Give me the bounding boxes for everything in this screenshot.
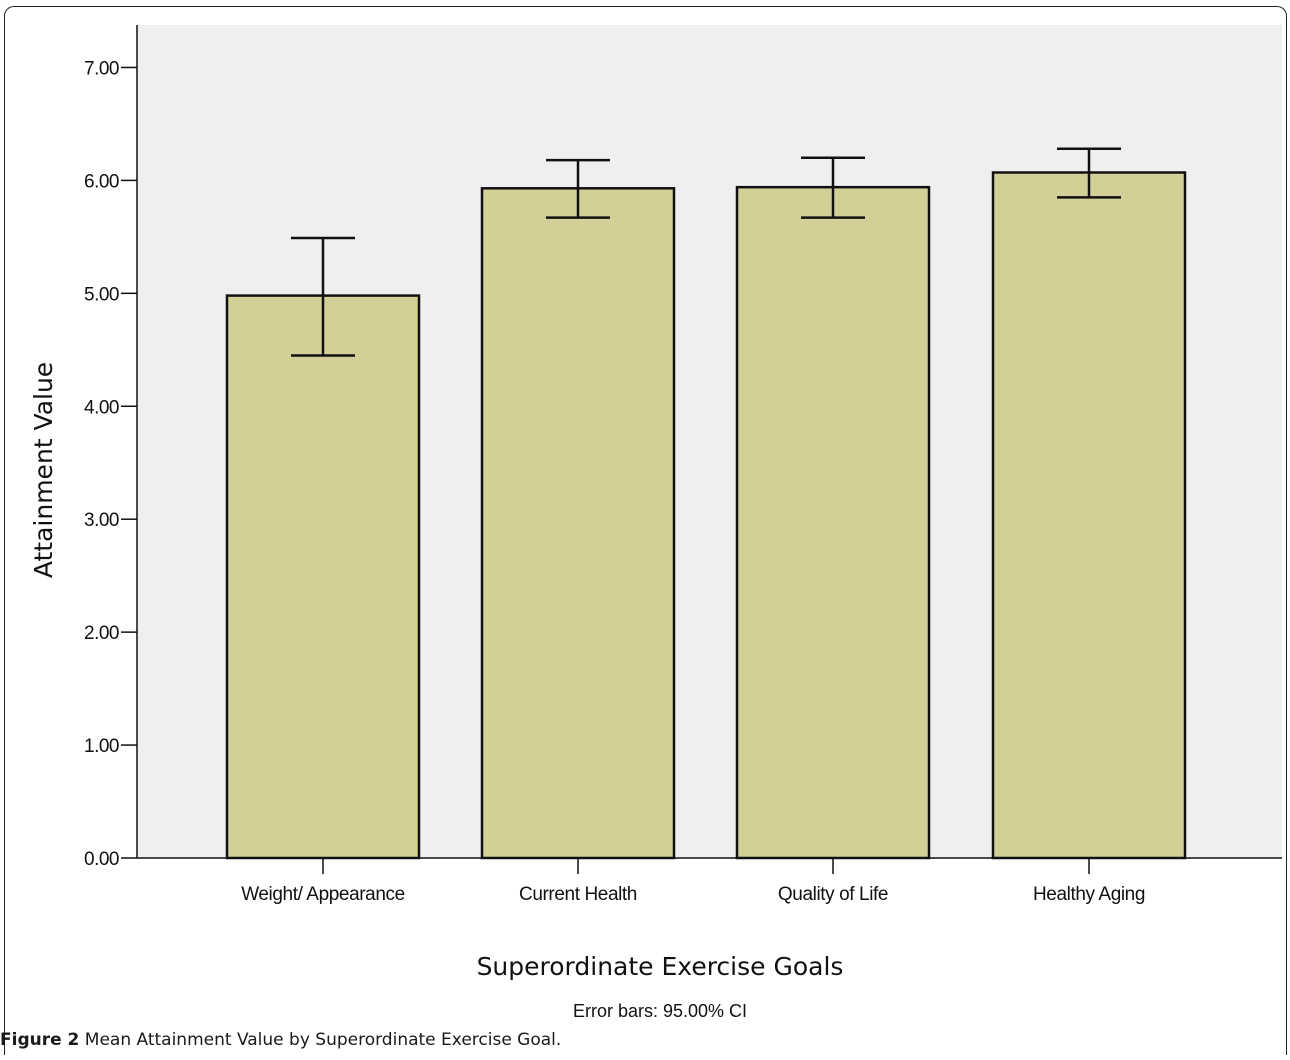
bar [991, 171, 1187, 860]
bars [225, 171, 1187, 860]
figure-caption: Figure 2 Mean Attainment Value by Supero… [0, 1030, 561, 1050]
y-axis-title: Attainment Value [29, 362, 58, 578]
x-axis-title: Superordinate Exercise Goals [477, 952, 844, 981]
bar [225, 294, 421, 860]
error-bar-note: Error bars: 95.00% CI [573, 1001, 747, 1021]
x-tick-label: Weight/ Appearance [241, 884, 405, 905]
y-tick-label: 5.00 [84, 284, 119, 305]
y-tick-label: 1.00 [84, 736, 119, 757]
error-bar [1057, 147, 1121, 199]
y-tick-label: 6.00 [84, 171, 119, 192]
figure-frame [4, 6, 1287, 1055]
bar [735, 185, 931, 860]
y-tick-label: 0.00 [84, 849, 119, 870]
x-tick-label: Current Health [519, 884, 637, 905]
y-tick-label: 7.00 [84, 58, 119, 79]
figure-label: Figure 2 [0, 1030, 80, 1050]
error-bar [291, 236, 355, 357]
x-axis: Weight/ Appearance Current Health Quality … [137, 857, 1282, 905]
x-tick-label: Healthy Aging [1033, 884, 1145, 905]
bar-chart: 0.00 1.00 2.00 3.00 4.00 5.00 6.00 7.00 Weight/… [29, 25, 1282, 1021]
bar [480, 187, 676, 860]
y-axis: 0.00 1.00 2.00 3.00 4.00 5.00 6.00 7.00 [84, 25, 138, 870]
y-tick-label: 3.00 [84, 510, 119, 531]
y-tick-label: 4.00 [84, 397, 119, 418]
x-tick-label: Quality of Life [778, 884, 888, 905]
error-bar [801, 156, 865, 219]
error-bars [291, 147, 1121, 357]
error-bar [546, 158, 610, 219]
figure-caption-text: Mean Attainment Value by Superordinate E… [84, 1030, 556, 1050]
caption-period: . [555, 1030, 562, 1050]
y-tick-label: 2.00 [84, 623, 119, 644]
